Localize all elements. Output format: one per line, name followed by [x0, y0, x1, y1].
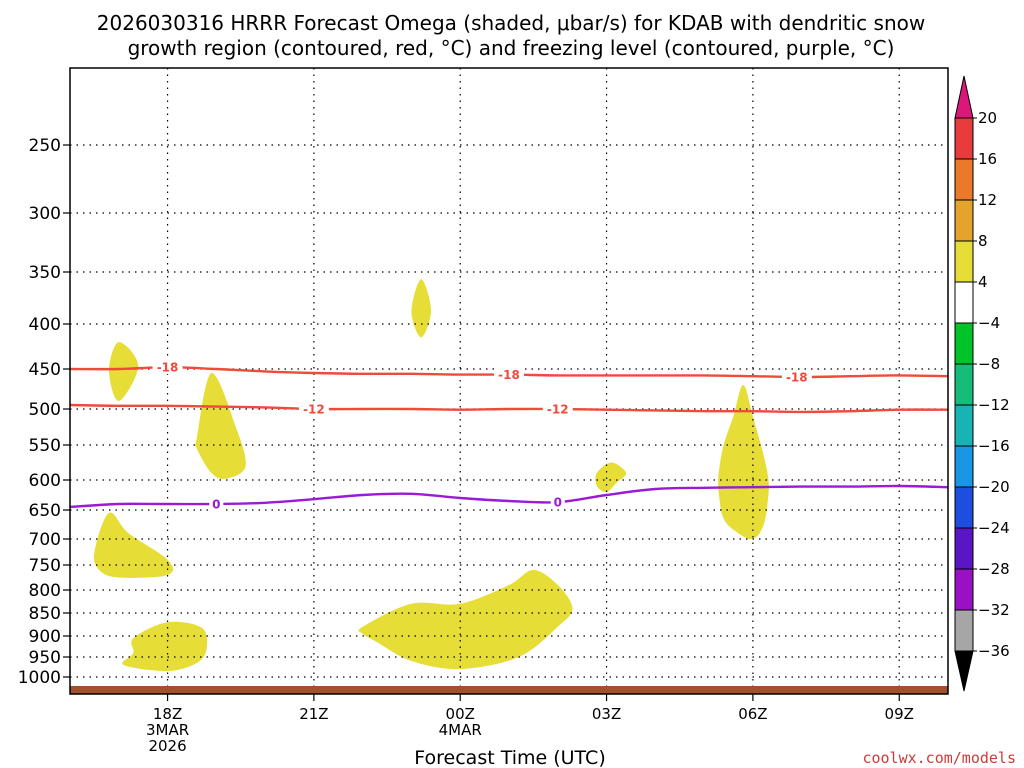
- colorbar-swatch: [954, 322, 974, 365]
- x-tick-label: 00Z: [446, 705, 475, 723]
- colorbar-swatch: [954, 609, 974, 652]
- colorbar-swatch: [954, 240, 974, 283]
- omega-blob-5: [718, 385, 769, 540]
- omega-blob-4: [595, 462, 627, 493]
- colorbar-top-extension: [954, 75, 974, 119]
- y-tick-label: 900: [29, 627, 61, 647]
- dgz-minus12-label: -12: [303, 403, 325, 417]
- x-tick-label: 09Z: [885, 705, 914, 723]
- y-tick-label: 550: [29, 436, 61, 456]
- dgz-minus18-label: -18: [786, 370, 808, 384]
- dgz-minus18-label-bg: [781, 369, 812, 384]
- colorbar-tick-label: 8: [978, 232, 988, 250]
- colorbar-swatch: [954, 158, 974, 201]
- colorbar-swatch: [954, 486, 974, 529]
- omega-blob-8: [358, 570, 573, 670]
- x-tick-label: 3MAR: [146, 721, 189, 739]
- x-tick-label: 03Z: [592, 705, 621, 723]
- colorbar-tick-label: 12: [978, 191, 997, 209]
- freezing-level-label: 0: [212, 498, 220, 512]
- x-tick-label: 21Z: [299, 705, 328, 723]
- omega-blob-2: [195, 372, 246, 479]
- colorbar-swatch: [954, 568, 974, 611]
- x-tick-label: 4MAR: [439, 721, 482, 739]
- colorbar-tick-label: −32: [978, 601, 1010, 619]
- credit-link[interactable]: coolwx.com/models: [862, 749, 1016, 767]
- axes: 250 300 350 400 450 500 550 600 650 700 750 800 850 9…: [18, 67, 949, 755]
- omega-blob-7: [122, 621, 208, 672]
- colorbar-swatch: [954, 527, 974, 570]
- y-tick-label: 300: [29, 204, 61, 224]
- y-tick-label: 750: [29, 556, 61, 576]
- y-tick-label: 950: [29, 648, 61, 668]
- colorbar-swatch: [954, 117, 974, 160]
- freezing-level-label-bg: [209, 497, 224, 511]
- colorbar-tick-label: −8: [978, 355, 1000, 373]
- omega-blob-1: [109, 341, 139, 402]
- colorbar-tick-label: −16: [978, 437, 1010, 455]
- x-tick-label: 2026: [148, 737, 186, 755]
- colorbar: 20 16 12 8 4 −4 −8 −12 −16 −20 −24 −28 −32 −36: [954, 75, 1010, 692]
- title-line-2: growth region (contoured, red, °C) and f…: [128, 36, 895, 60]
- freezing-level-label: 0: [554, 496, 562, 510]
- y-tick-label: 650: [29, 501, 61, 521]
- omega-blob-6: [93, 512, 174, 578]
- dgz-minus18-label: -18: [498, 368, 520, 382]
- colorbar-tick-label: 20: [978, 109, 997, 127]
- freezing-level-line: [69, 484, 949, 509]
- colorbar-swatch: [954, 445, 974, 488]
- dgz-minus12-label-bg: [298, 402, 329, 416]
- ground-strip: [70, 686, 948, 694]
- x-tick-label: 06Z: [738, 705, 767, 723]
- dgz-minus12-label-bg: [542, 402, 573, 416]
- y-tick-label: 450: [29, 360, 61, 380]
- dgz-minus18-label: -18: [157, 361, 179, 375]
- colorbar-tick-label: 16: [978, 150, 997, 168]
- plot-frame: [69, 67, 949, 695]
- y-tick-label: 350: [29, 263, 61, 283]
- dgz-minus18-label-bg: [494, 367, 524, 382]
- colorbar-tick-label: −28: [978, 560, 1010, 578]
- plot-area: -18 -18 -18 -12 -12 0 0: [69, 68, 949, 694]
- colorbar-swatch: [954, 404, 974, 447]
- colorbar-tick-label: −4: [978, 314, 1000, 332]
- x-axis-label: Forecast Time (UTC): [414, 747, 605, 768]
- colorbar-tick-label: −24: [978, 519, 1010, 537]
- title-line-1: 2026030316 HRRR Forecast Omega (shaded, …: [97, 11, 925, 35]
- colorbar-tick-label: −20: [978, 478, 1010, 496]
- y-tick-label: 500: [29, 400, 61, 420]
- y-tick-label: 1000: [18, 668, 61, 688]
- y-tick-label: 800: [29, 581, 61, 601]
- dgz-minus12-label: -12: [547, 403, 569, 417]
- dgz-minus12-line: [69, 403, 949, 414]
- y-tick-label: 850: [29, 604, 61, 624]
- colorbar-swatch: [954, 199, 974, 242]
- x-tick-label: 18Z: [153, 705, 182, 723]
- y-tick-label: 400: [29, 315, 61, 335]
- y-tick-label: 600: [29, 471, 61, 491]
- colorbar-tick-label: −12: [978, 396, 1010, 414]
- y-tick-label: 700: [29, 530, 61, 550]
- colorbar-swatch: [954, 281, 974, 324]
- colorbar-tick-label: −36: [978, 642, 1010, 660]
- colorbar-tick-label: 4: [978, 273, 988, 291]
- y-tick-label: 250: [29, 136, 61, 156]
- freezing-level-label-bg: [550, 495, 565, 510]
- colorbar-bottom-extension: [954, 650, 974, 692]
- dgz-minus18-label-bg: [152, 360, 183, 375]
- colorbar-swatch: [954, 363, 974, 406]
- omega-blob-3: [411, 279, 431, 338]
